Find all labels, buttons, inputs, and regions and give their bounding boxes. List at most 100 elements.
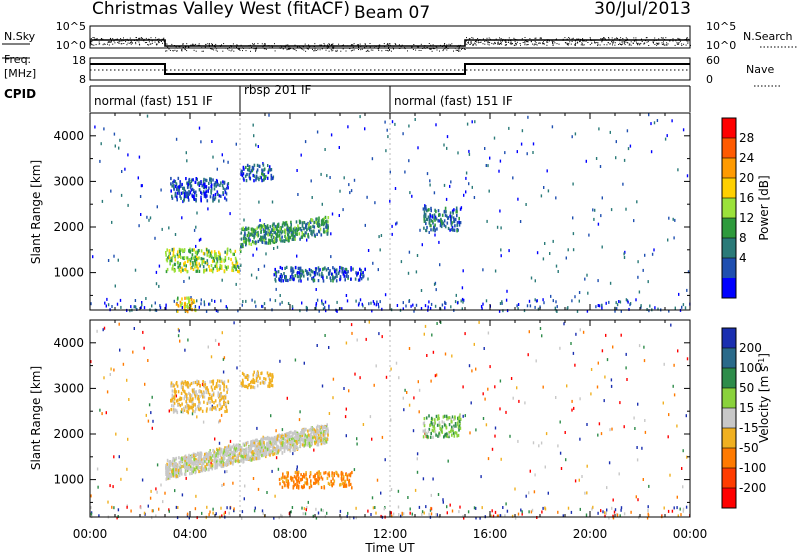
echo-point [224,470,226,474]
echo-point [230,257,232,262]
nsky-noise-dot [252,43,253,45]
nsky-noise-dot [314,43,316,45]
echo-point [309,475,311,479]
echo-point [210,183,213,187]
echo-point [312,276,315,280]
echo-point [173,457,175,461]
echo-point [282,221,285,225]
echo-point [168,255,171,260]
echo-point [685,505,688,509]
echo-point [331,274,334,279]
echo-point [143,346,145,350]
echo-point [183,194,186,198]
echo-point [194,460,196,464]
echo-point [220,391,222,396]
echo-point [322,302,325,306]
echo-point [296,485,298,489]
nsky-noise-dot [307,48,309,50]
nsky-noise-dot [626,42,628,43]
echo-point [178,247,181,251]
echo-point [525,203,527,206]
echo-point [354,372,356,376]
nsky-noise-dot [208,44,210,46]
nsky-noise-dot [228,47,230,48]
nsky-noise-dot [463,48,465,50]
echo-point [450,180,452,184]
echo-point [141,303,143,307]
echo-point [320,222,323,227]
echo-point [557,270,559,273]
echo-point [181,402,183,406]
echo-point [188,258,190,262]
echo-point [297,224,299,228]
echo-point [360,272,362,276]
echo-point [221,405,224,409]
echo-point [677,349,679,353]
nsky-noise-dot [569,37,571,39]
y-tick-label: 2000 [53,220,84,234]
echo-point [378,305,380,309]
echo-point [273,236,276,240]
echo-point [220,194,222,198]
nsky-noise-dot [477,38,479,40]
echo-point [113,368,115,372]
echo-point [186,406,189,410]
power-ylabel: Slant Range [km] [29,160,43,264]
echo-point [275,456,278,460]
echo-point [620,506,623,510]
echo-point [178,189,180,193]
echo-point [286,471,288,475]
echo-point [208,513,210,517]
echo-point [628,307,630,311]
echo-point [245,451,247,455]
echo-point [272,452,274,457]
echo-point [198,262,200,266]
echo-point [196,466,199,470]
echo-point [204,468,206,472]
echo-point [491,509,493,513]
echo-point [481,506,483,510]
echo-point [292,267,294,271]
echo-point [225,186,228,190]
echo-point [270,437,272,441]
echo-point [606,358,609,362]
nsky-tick-low: 10^0 [56,39,86,52]
nsky-noise-dot [274,50,276,52]
echo-point [243,218,245,222]
nsky-noise-dot [171,43,173,45]
echo-point [301,231,304,235]
echo-point [181,302,183,306]
echo-point [154,236,156,240]
echo-point [287,479,289,483]
echo-point [278,234,280,238]
echo-point [289,227,291,231]
echo-point [517,512,520,516]
echo-point [253,509,256,513]
nsky-noise-dot [465,40,467,42]
echo-point [273,439,275,444]
echo-point [301,438,304,442]
echo-point [230,446,232,450]
echo-point [199,181,202,185]
echo-point [215,184,217,188]
echo-point [455,206,458,210]
nsky-noise-dot [628,44,630,46]
echo-point [302,233,305,237]
nsky-noise-dot [475,40,477,42]
echo-point [334,270,336,274]
echo-point [643,345,645,349]
echo-point [449,184,451,188]
echo-point [195,261,198,265]
nsky-noise-dot [233,47,235,49]
echo-point [494,434,496,438]
echo-point [456,229,458,233]
echo-point [190,460,192,464]
echo-point [241,378,244,382]
nsky-noise-dot [468,41,469,43]
echo-point [291,305,294,309]
echo-point [257,225,260,229]
echo-point [222,186,225,190]
nsky-noise-dot [204,46,206,48]
echo-point [184,456,187,460]
nsky-noise-dot [430,48,432,50]
